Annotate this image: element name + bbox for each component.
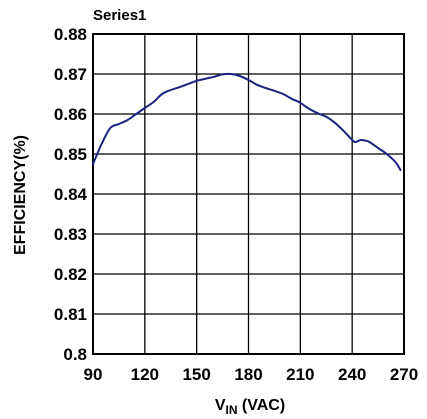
- x-axis-label-unit: (VAC): [237, 397, 285, 414]
- efficiency-series-line: [92, 72, 402, 171]
- y-tick-labels: 0.88 0.87 0.86 0.85 0.84 0.83 0.82 0.81 0.8: [54, 25, 88, 364]
- y-tick-label: 0.81: [54, 305, 87, 324]
- y-tick-label: 0.83: [54, 225, 87, 244]
- y-axis-label: EFFICIENCY(%): [12, 135, 29, 255]
- x-axis-label-main: V: [215, 397, 226, 414]
- chart-title: Series1: [93, 7, 146, 24]
- x-axis-label-subscript: IN: [225, 403, 237, 417]
- y-tick-label: 0.85: [54, 145, 87, 164]
- plot-frame: [92, 33, 405, 355]
- y-tick-label: 0.87: [54, 65, 87, 84]
- x-tick-label: 240: [338, 365, 366, 384]
- x-tick-label: 180: [234, 365, 262, 384]
- y-tick-label: 0.82: [54, 265, 87, 284]
- x-tick-label: 90: [84, 365, 103, 384]
- y-tick-label: 0.84: [54, 185, 88, 204]
- x-axis-label: VIN (VAC): [215, 397, 285, 417]
- x-tick-label: 270: [390, 365, 418, 384]
- x-tick-label: 150: [182, 365, 210, 384]
- y-tick-label: 0.8: [63, 345, 87, 364]
- x-tick-label: 120: [131, 365, 159, 384]
- x-tick-labels: 90 120 150 180 210 240 270: [84, 365, 419, 384]
- y-tick-label: 0.88: [54, 25, 87, 44]
- x-tick-label: 210: [286, 365, 314, 384]
- y-tick-label: 0.86: [54, 105, 87, 124]
